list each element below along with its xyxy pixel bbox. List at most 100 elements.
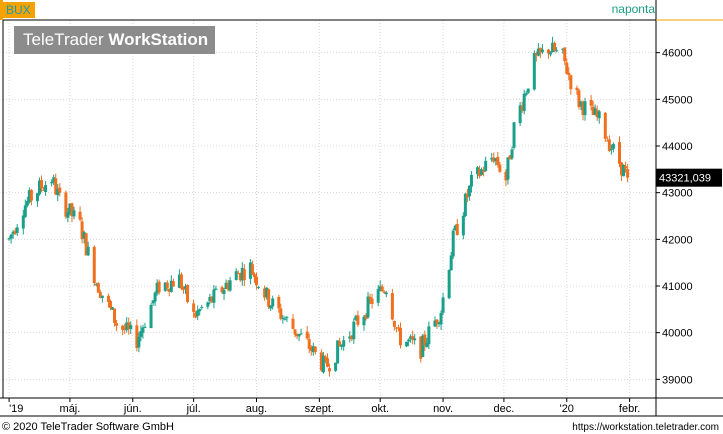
candle-body-down [29, 189, 33, 201]
candle-body-up [25, 201, 29, 206]
watermark-logo: TeleTrader WorkStation [14, 26, 215, 54]
candle-body-down [305, 331, 309, 339]
candle-body-down [328, 368, 331, 372]
candle-body-down [626, 169, 630, 178]
candle-body-down [390, 293, 394, 320]
candle-body-up [143, 326, 147, 328]
candle-body-up [257, 286, 261, 288]
candle-body-up [463, 193, 467, 217]
y-tick-label: 46000 [662, 48, 693, 60]
candle-body-down [127, 322, 131, 330]
last-price-label: 43321,039 [659, 173, 711, 185]
candle-body-up [512, 122, 516, 148]
candle-body-down [226, 282, 230, 290]
candle-body-down [186, 285, 190, 303]
candle-body-up [579, 101, 583, 106]
candle-body-down [192, 303, 196, 312]
candle-body-down [553, 43, 557, 52]
candle-body-down [617, 142, 621, 164]
candle-body-up [23, 205, 27, 217]
last-price-marker: 43321,039 [656, 168, 722, 187]
candle-body-up [184, 286, 188, 289]
candlestick-series [7, 36, 630, 377]
candle-body-up [441, 297, 445, 313]
candle-body-up [362, 316, 366, 326]
candle-body-down [220, 287, 224, 293]
candle-body-down [84, 233, 88, 256]
candle-body-up [141, 327, 145, 333]
y-tick-label: 39000 [662, 374, 693, 386]
candle-body-down [295, 333, 299, 337]
candle-body-up [234, 271, 238, 280]
period-label[interactable]: naponta [611, 2, 655, 16]
candle-body-up [66, 212, 70, 218]
candle-body-up [27, 190, 31, 203]
candle-body-up [494, 158, 498, 161]
left-accent-bar [0, 0, 3, 20]
candle-body-down [380, 286, 384, 292]
y-tick-label: 44000 [662, 141, 693, 153]
candle-body-up [149, 304, 153, 329]
candle-body-up [378, 286, 382, 291]
candle-body-up [271, 298, 275, 307]
candle-body-up [169, 280, 173, 292]
candle-body-down [504, 171, 508, 181]
candle-body-down [496, 156, 500, 166]
candle-body-up [384, 292, 388, 295]
candle-body-up [461, 215, 465, 236]
candle-body-down [567, 72, 571, 75]
candle-body-up [597, 111, 601, 119]
candle-body-down [250, 264, 254, 275]
candle-body-up [451, 230, 455, 257]
candle-body-up [86, 246, 90, 256]
chart-frame [0, 0, 723, 417]
candle-body-down [591, 106, 595, 115]
source-url[interactable]: https://workstation.teletrader.com [572, 422, 719, 433]
candle-body-up [151, 300, 155, 304]
candle-body-down [78, 211, 82, 220]
candle-body-down [42, 189, 46, 191]
candle-body-down [293, 329, 297, 335]
candle-body-up [469, 174, 473, 187]
candle-body-up [366, 296, 370, 318]
candle-body-up [476, 167, 480, 175]
candle-body-down [356, 315, 360, 325]
candle-body-up [222, 290, 226, 295]
candle-body-up [354, 316, 358, 320]
candle-body-down [267, 289, 271, 307]
candle-body-up [376, 289, 380, 303]
candle-body-up [248, 262, 252, 279]
candle-body-down [106, 295, 110, 302]
candle-body-up [522, 93, 526, 112]
candle-body-down [538, 47, 542, 53]
x-tick-label: aug. [246, 403, 267, 415]
candle-body-up [609, 148, 613, 150]
candle-body-down [115, 323, 119, 326]
candle-body-up [139, 331, 143, 337]
candle-body-down [498, 164, 502, 172]
candle-body-up [155, 282, 159, 294]
candle-body-down [98, 292, 102, 298]
candle-body-down [194, 312, 198, 318]
candle-body-up [311, 346, 315, 353]
candle-body-down [565, 62, 569, 74]
symbol-label[interactable]: BUX [2, 2, 35, 18]
grid-lines [3, 20, 656, 398]
candle-body-down [279, 308, 283, 319]
candle-body-down [113, 308, 117, 323]
candle-body-down [323, 356, 327, 359]
candle-body-up [413, 338, 417, 341]
candle-body-up [163, 282, 167, 291]
candle-body-up [427, 326, 431, 345]
candle-body-up [425, 342, 429, 347]
candle-body-down [70, 203, 74, 217]
candle-body-down [577, 90, 581, 107]
candle-body-down [455, 224, 459, 236]
candle-body-down [423, 334, 427, 346]
candle-body-up [561, 48, 565, 50]
candle-body-up [334, 362, 338, 371]
candle-body-up [453, 225, 457, 231]
candle-body-up [94, 284, 98, 286]
y-tick-label: 43000 [662, 188, 693, 200]
candle-body-down [254, 276, 258, 286]
